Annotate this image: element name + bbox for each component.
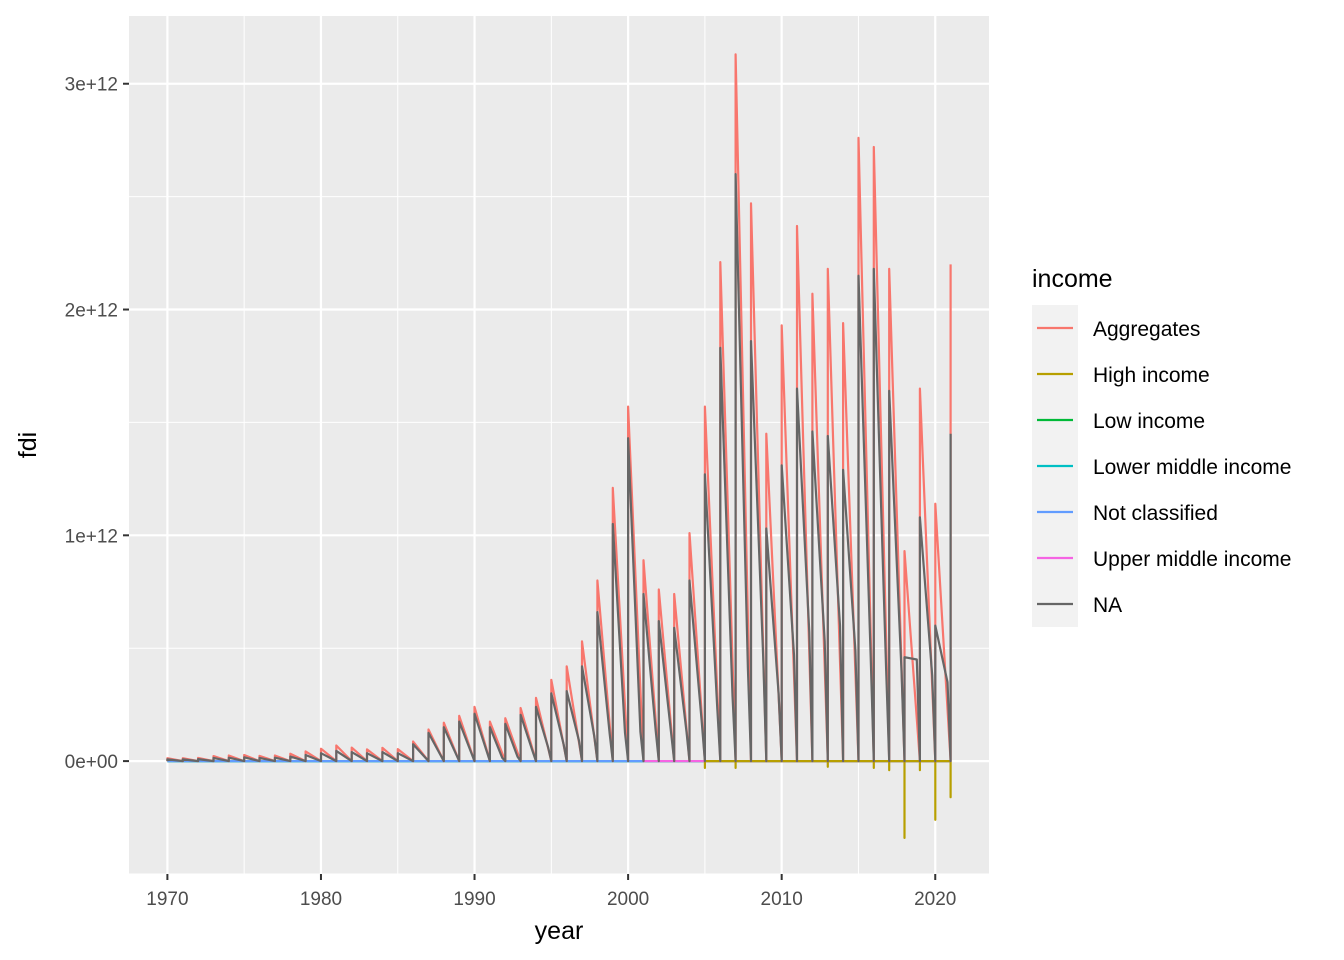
x-tick-label: 1990 xyxy=(453,889,495,910)
x-tick-label: 2020 xyxy=(914,889,956,910)
legend-label-aggregates: Aggregates xyxy=(1093,318,1200,341)
legend-label-high-income: High income xyxy=(1093,364,1210,387)
legend-label-low-income: Low income xyxy=(1093,410,1205,433)
legend-label-lower-middle-income: Lower middle income xyxy=(1093,456,1291,479)
panel-background xyxy=(129,16,989,874)
legend-items: Aggregates High income Low income Lower mid… xyxy=(1037,318,1291,617)
series-layer xyxy=(166,53,952,840)
x-tick-label: 1980 xyxy=(300,889,342,910)
y-axis: 0e+00 1e+12 2e+12 3e+12 xyxy=(65,75,129,773)
legend-title: income xyxy=(1032,265,1113,293)
y-tick-label: 3e+12 xyxy=(65,75,118,96)
x-tick-label: 2010 xyxy=(761,889,803,910)
y-axis-title: fdi xyxy=(14,432,42,458)
legend-label-na: NA xyxy=(1093,594,1122,617)
x-tick-label: 2000 xyxy=(607,889,649,910)
legend-label-upper-middle-income: Upper middle income xyxy=(1093,548,1291,571)
y-tick-label: 2e+12 xyxy=(65,301,118,322)
x-tick-label: 1970 xyxy=(146,889,188,910)
series-line-high-income xyxy=(703,759,952,840)
legend-label-not-classified: Not classified xyxy=(1093,502,1218,525)
series-line-na xyxy=(166,173,952,763)
x-axis-title: year xyxy=(535,917,584,945)
y-tick-label: 1e+12 xyxy=(65,526,118,547)
legend: income Aggregates High income Low income Lo… xyxy=(1032,265,1291,627)
y-tick-label: 0e+00 xyxy=(65,752,118,773)
x-axis: 1970 1980 1990 2000 2010 2020 xyxy=(146,874,956,910)
